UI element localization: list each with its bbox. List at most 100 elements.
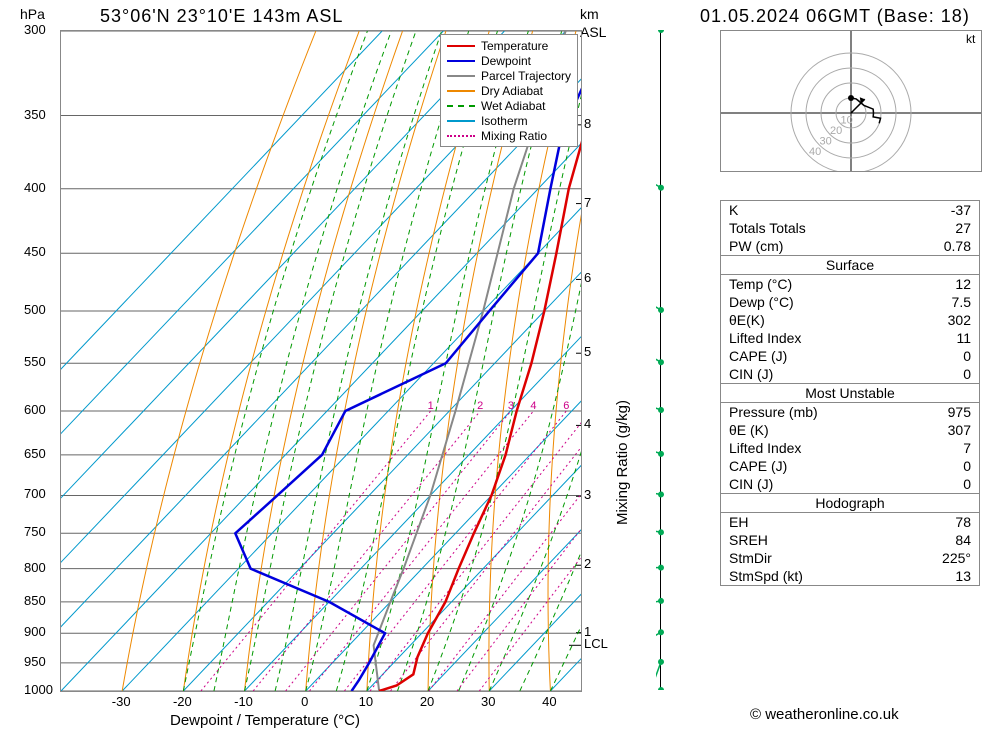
pressure-tick: 400	[24, 180, 46, 195]
altitude-tick: 8	[584, 116, 591, 131]
legend-label: Parcel Trajectory	[481, 69, 571, 83]
table-row: K -37	[721, 201, 979, 219]
svg-text:1: 1	[428, 400, 434, 412]
temp-tick: 40	[542, 694, 556, 709]
legend-label: Temperature	[481, 39, 548, 53]
row-value: 975	[948, 404, 971, 420]
temp-tick: -20	[173, 694, 192, 709]
row-label: Lifted Index	[729, 440, 801, 456]
row-value: 84	[955, 532, 971, 548]
row-label: CAPE (J)	[729, 348, 787, 364]
indices-box: K -37Totals Totals27PW (cm)0.78SurfaceTem…	[720, 200, 980, 586]
table-row: StmSpd (kt)13	[721, 567, 979, 585]
row-label: Lifted Index	[729, 330, 801, 346]
credit: © weatheronline.co.uk	[750, 706, 899, 723]
legend-label: Wet Adiabat	[481, 99, 546, 113]
legend-item: Dry Adiabat	[447, 83, 571, 98]
row-value: 27	[955, 220, 971, 236]
row-value: 0.78	[944, 238, 971, 254]
temp-tick: 0	[301, 694, 308, 709]
altitude-tick: 2	[584, 556, 591, 571]
table-row: CAPE (J) 0	[721, 457, 979, 475]
row-value: 7.5	[952, 294, 971, 310]
pressure-tick: 600	[24, 402, 46, 417]
table-row: CAPE (J) 0	[721, 347, 979, 365]
row-value: 225°	[942, 550, 971, 566]
row-value: 78	[955, 514, 971, 530]
indices-tables: K -37Totals Totals27PW (cm)0.78SurfaceTem…	[720, 200, 980, 585]
row-label: Temp (°C)	[729, 276, 792, 292]
surface-header: Surface	[721, 255, 979, 275]
row-label: Pressure (mb)	[729, 404, 818, 420]
row-label: K	[729, 202, 738, 218]
temp-tick: -10	[234, 694, 253, 709]
row-value: 12	[955, 276, 971, 292]
legend-item: Dewpoint	[447, 53, 571, 68]
row-label: StmDir	[729, 550, 772, 566]
altitude-tick: 5	[584, 344, 591, 359]
row-value: 11	[956, 330, 971, 346]
legend-item: Parcel Trajectory	[447, 68, 571, 83]
x-axis-unit: Dewpoint / Temperature (°C)	[170, 712, 360, 729]
skewt-chart: 12346810152025 TemperatureDewpointParcel…	[60, 30, 582, 692]
hodograph-svg: 10203040kt	[721, 31, 981, 171]
altitude-tick: 7	[584, 195, 591, 210]
svg-text:2: 2	[477, 400, 483, 412]
legend-box: TemperatureDewpointParcel TrajectoryDry …	[440, 34, 578, 147]
row-value: -37	[951, 202, 971, 218]
table-row: θE(K)302	[721, 311, 979, 329]
legend-label: Dewpoint	[481, 54, 531, 68]
right-axis-unit2: ASL	[580, 24, 606, 40]
temp-tick: 20	[420, 694, 434, 709]
row-label: SREH	[729, 532, 768, 548]
table-row: CIN (J)0	[721, 475, 979, 493]
pressure-tick: 550	[24, 354, 46, 369]
location-title: 53°06'N 23°10'E 143m ASL	[100, 6, 343, 27]
table-row: θE (K) 307	[721, 421, 979, 439]
row-label: EH	[729, 514, 748, 530]
table-row: Pressure (mb) 975	[721, 403, 979, 421]
mu-header: Most Unstable	[721, 383, 979, 403]
lcl-label: LCL	[584, 636, 608, 651]
pressure-tick: 900	[24, 624, 46, 639]
row-value: 307	[948, 422, 971, 438]
row-value: 302	[948, 312, 971, 328]
table-row: StmDir 225°	[721, 549, 979, 567]
row-label: CIN (J)	[729, 366, 773, 382]
svg-text:30: 30	[820, 136, 832, 148]
date-title: 01.05.2024 06GMT (Base: 18)	[700, 6, 970, 27]
pressure-tick: 850	[24, 593, 46, 608]
pressure-tick: 700	[24, 486, 46, 501]
row-value: 0	[963, 348, 971, 364]
table-row: CIN (J)0	[721, 365, 979, 383]
row-label: Dewp (°C)	[729, 294, 794, 310]
table-row: PW (cm)0.78	[721, 237, 979, 255]
table-row: Lifted Index 7	[721, 439, 979, 457]
temp-tick: -30	[112, 694, 131, 709]
svg-text:kt: kt	[966, 32, 976, 46]
temp-tick: 30	[481, 694, 495, 709]
pressure-tick: 350	[24, 107, 46, 122]
legend-item: Isotherm	[447, 113, 571, 128]
row-value: 0	[963, 476, 971, 492]
table-row: SREH 84	[721, 531, 979, 549]
table-row: Totals Totals27	[721, 219, 979, 237]
row-label: θE (K)	[729, 422, 769, 438]
table-row: Dewp (°C) 7.5	[721, 293, 979, 311]
pressure-tick: 450	[24, 244, 46, 259]
pressure-tick: 950	[24, 654, 46, 669]
hodo-header: Hodograph	[721, 493, 979, 513]
svg-text:6: 6	[563, 400, 569, 412]
pressure-tick: 800	[24, 560, 46, 575]
row-value: 0	[963, 458, 971, 474]
temp-tick: 10	[359, 694, 373, 709]
row-value: 7	[963, 440, 971, 456]
altitude-tick: 4	[584, 416, 591, 431]
svg-text:20: 20	[830, 125, 842, 137]
row-label: StmSpd (kt)	[729, 568, 803, 584]
pressure-tick: 750	[24, 524, 46, 539]
left-axis-unit: hPa	[20, 6, 45, 22]
page-container: 53°06'N 23°10'E 143m ASL 01.05.2024 06GM…	[0, 0, 1000, 733]
pressure-tick: 300	[24, 22, 46, 37]
row-label: CAPE (J)	[729, 458, 787, 474]
